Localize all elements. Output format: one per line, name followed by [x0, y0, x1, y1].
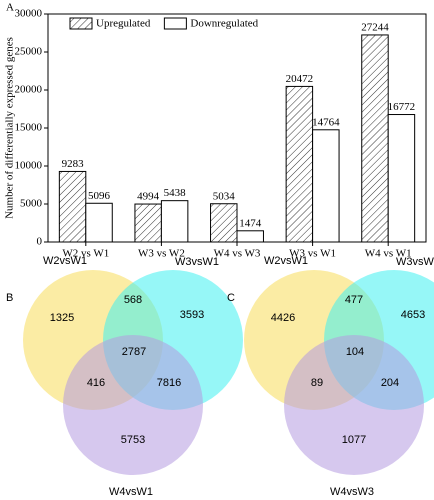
set-label: W2vsW1 — [264, 255, 308, 267]
bar — [134, 203, 162, 243]
bar — [387, 114, 416, 243]
y-tick-label: 0 — [37, 236, 43, 248]
venn-circle — [63, 335, 203, 475]
set-label: W3vsW1 — [175, 256, 219, 268]
y-axis-label: Number of differentially expressed genes — [4, 37, 16, 219]
y-tick-label: 30000 — [15, 8, 43, 20]
x-tick-label: W4 vs W3 — [214, 248, 261, 260]
x-tick-label: W3 vs W2 — [138, 248, 185, 260]
set-label: W2vsW1 — [43, 255, 87, 267]
bar — [285, 85, 314, 243]
y-tick-label: 5000 — [20, 198, 43, 210]
region-count: 1077 — [342, 434, 366, 446]
panel-label: C — [227, 292, 235, 304]
legend-label: Downregulated — [190, 18, 258, 30]
value-label: 20472 — [286, 73, 314, 85]
region-count: 104 — [346, 346, 364, 358]
x-tick-label: W3 vs W1 — [289, 248, 336, 260]
plot-frame — [47, 13, 427, 243]
region-count: 4426 — [271, 312, 295, 324]
value-label: 5438 — [164, 187, 187, 199]
x-tick-label: W2 vs W1 — [62, 248, 109, 260]
bar — [58, 170, 87, 243]
set-label: W4vsW3 — [330, 486, 374, 498]
panel-label: B — [6, 292, 13, 304]
bar — [210, 203, 238, 243]
region-count: 4653 — [401, 309, 425, 321]
value-label: 14764 — [312, 116, 340, 128]
value-label: 5096 — [88, 190, 111, 202]
bar — [160, 200, 189, 243]
y-tick-label: 15000 — [15, 122, 43, 134]
legend-swatch — [163, 17, 187, 30]
bar — [236, 230, 264, 243]
value-label: 9283 — [62, 158, 85, 170]
region-count: 5753 — [121, 434, 145, 446]
region-count: 2787 — [122, 346, 146, 358]
region-count: 7816 — [157, 377, 181, 389]
value-label: 1474 — [239, 217, 262, 229]
region-count: 416 — [87, 377, 105, 389]
bar — [85, 202, 113, 243]
value-label: 5034 — [213, 190, 236, 202]
legend-swatch — [69, 17, 93, 30]
region-count: 204 — [381, 377, 399, 389]
bar — [312, 129, 340, 243]
region-count: 568 — [124, 294, 142, 306]
y-tick-label: 10000 — [15, 160, 43, 172]
set-label: W4vsW1 — [109, 486, 153, 498]
y-tick-label: 25000 — [15, 46, 43, 58]
value-label: 16772 — [388, 101, 416, 113]
bar — [361, 34, 389, 243]
y-tick-label: 20000 — [15, 84, 43, 96]
value-label: 27244 — [361, 21, 389, 33]
venn-circle — [284, 335, 424, 475]
region-count: 1325 — [50, 312, 74, 324]
region-count: 89 — [311, 377, 323, 389]
region-count: 477 — [345, 294, 363, 306]
legend-label: Upregulated — [96, 18, 151, 30]
region-count: 3593 — [180, 309, 204, 321]
x-tick-label: W4 vs W1 — [365, 248, 412, 260]
value-label: 4994 — [137, 191, 160, 203]
panel-label: A — [6, 2, 14, 14]
